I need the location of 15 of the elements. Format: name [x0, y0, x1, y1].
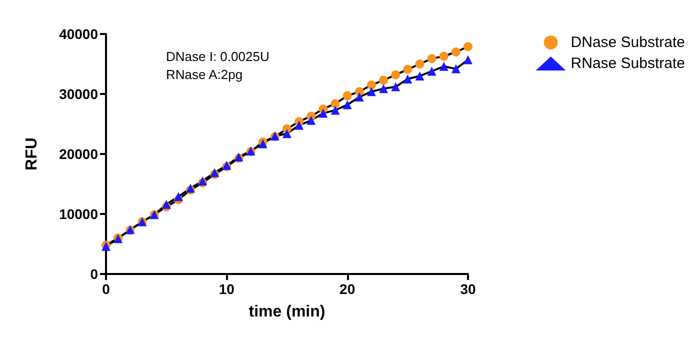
- y-tick-label: 40000: [59, 26, 98, 42]
- y-tick-label: 10000: [59, 206, 98, 222]
- x-tick-label: 10: [218, 281, 235, 297]
- y-tick-label: 0: [90, 266, 98, 282]
- y-tick-label: 30000: [59, 86, 98, 102]
- x-tick-label: 0: [102, 281, 110, 297]
- annotation: DNase I: 0.0025U: [166, 49, 270, 64]
- legend-label: RNase Substrate: [570, 55, 686, 72]
- y-tick-label: 20000: [59, 146, 98, 162]
- legend-label: DNase Substrate: [570, 34, 686, 51]
- x-tick-label: 20: [340, 281, 356, 297]
- x-axis-title: time (min): [248, 304, 326, 320]
- y-axis-title: RFU: [24, 138, 40, 170]
- annotation: RNase A:2pg: [166, 67, 243, 82]
- x-tick-label: 30: [460, 281, 476, 297]
